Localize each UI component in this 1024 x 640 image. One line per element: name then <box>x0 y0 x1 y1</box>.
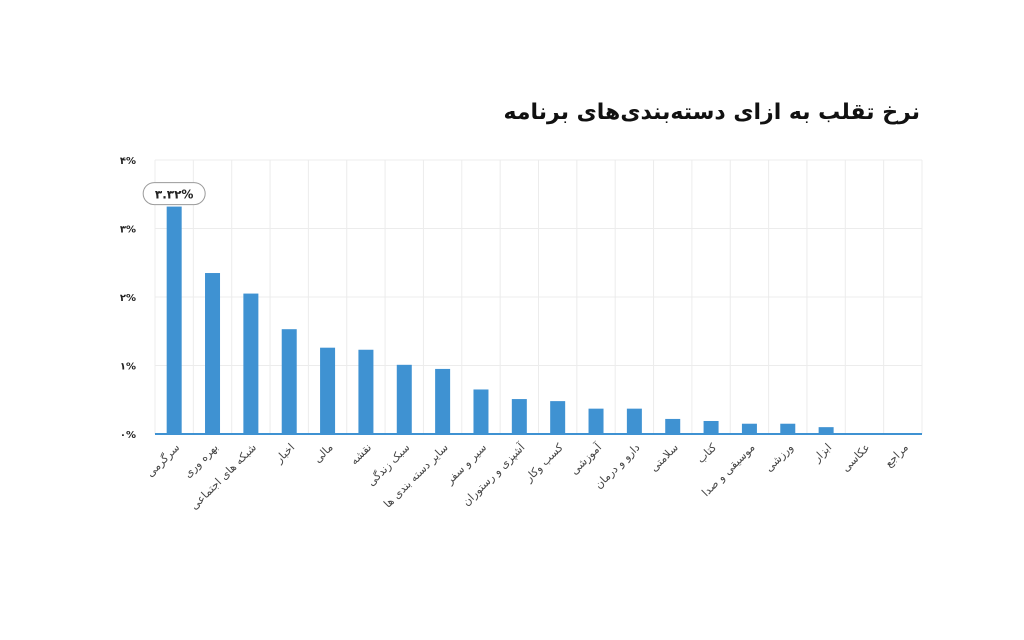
y-axis-ticks: ۰% ۱% ۲% ۳% ۴% <box>120 156 136 441</box>
y-tick-label: ۳% <box>120 225 136 236</box>
callout-label: ۳.۳۲% <box>155 188 194 202</box>
bar <box>358 349 374 434</box>
bar <box>780 423 796 434</box>
bar <box>320 347 336 434</box>
x-tick-label: شبکه های اجتماعی <box>188 441 259 512</box>
y-tick-label: ۲% <box>120 293 136 304</box>
bar <box>243 293 259 434</box>
bars <box>166 206 834 434</box>
bar <box>665 418 681 434</box>
x-tick-label: کتاب <box>694 440 719 465</box>
bar <box>741 423 757 434</box>
grid-lines <box>154 159 923 434</box>
x-tick-label: ورزشی <box>762 441 795 474</box>
bar <box>626 408 642 434</box>
x-tick-label: آموزشی <box>567 440 605 478</box>
y-tick-label: ۱% <box>120 362 136 373</box>
bar <box>550 401 566 434</box>
x-tick-label: سلامتی <box>647 441 680 474</box>
bar <box>818 427 834 434</box>
x-tick-label: آشپزی و رستوران <box>459 440 528 509</box>
chart-title: نرخ تقلب به ازای دسته‌بندی‌های برنامه <box>503 100 920 125</box>
x-tick-label: نقشه <box>348 441 374 467</box>
bar <box>703 420 719 434</box>
x-tick-label: عکاسی <box>839 441 872 474</box>
callout-bubble <box>142 182 206 206</box>
bar <box>473 389 489 434</box>
x-tick-label: سرگرمی <box>144 441 183 480</box>
bar <box>205 273 221 434</box>
bar <box>435 368 451 434</box>
bar <box>511 399 527 434</box>
x-tick-label: اخبار <box>272 441 297 466</box>
x-tick-label: بهره وری <box>181 441 220 480</box>
x-tick-label: کسب وکار <box>522 440 567 485</box>
x-tick-label: مراجع <box>882 441 911 470</box>
x-tick-label: ابزار <box>810 441 834 465</box>
bar <box>166 206 182 434</box>
y-tick-label: ۴% <box>120 156 136 167</box>
bar <box>396 364 412 434</box>
bar <box>588 408 604 434</box>
y-tick-label: ۰% <box>120 430 136 441</box>
value-callout: ۳.۳۲% <box>142 182 206 206</box>
x-tick-label: مالی <box>311 441 336 466</box>
bar <box>281 329 297 434</box>
